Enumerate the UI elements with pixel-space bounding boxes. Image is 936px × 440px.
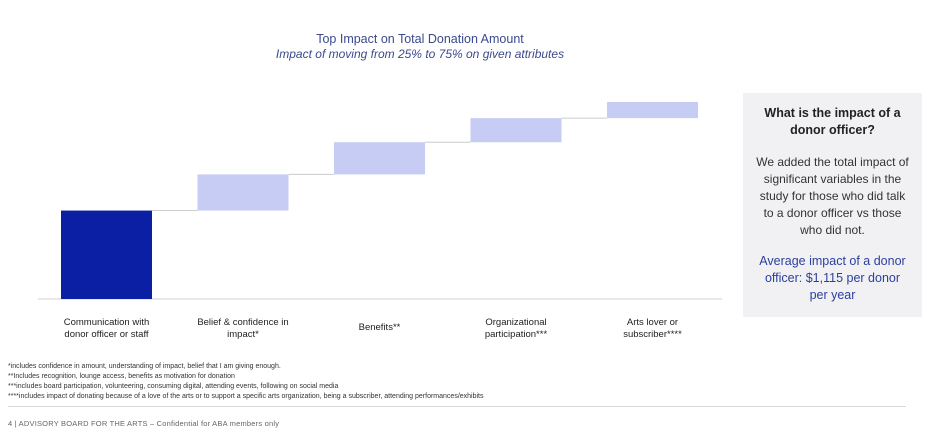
bar-5: [607, 102, 698, 119]
category-label-3: Benefits**: [315, 322, 445, 334]
category-label-4: Organizational participation***: [451, 317, 581, 341]
panel-highlight: Average impact of a donor officer: $1,11…: [759, 254, 906, 302]
bar-1: [61, 210, 152, 299]
footer-text: 4 | ADVISORY BOARD FOR THE ARTS – Confid…: [8, 419, 280, 428]
category-label-line: Communication with: [63, 317, 150, 328]
category-label-line: Arts lover or: [626, 317, 679, 328]
category-label-line: Benefits**: [358, 322, 401, 333]
category-label-line: impact*: [227, 329, 259, 340]
footnote: ****includes impact of donating because …: [8, 393, 484, 400]
category-label-line: Belief & confidence in: [197, 317, 289, 328]
footnotes: *includes confidence in amount, understa…: [8, 362, 484, 402]
category-label-5: Arts lover or subscriber****: [588, 317, 718, 341]
category-label-2: Belief & confidence in impact*: [178, 317, 308, 341]
bar-3: [334, 142, 425, 175]
footer-divider: [8, 406, 906, 407]
category-label-line: donor officer or staff: [64, 329, 149, 340]
category-label-1: Communication with donor officer or staff: [42, 317, 172, 341]
panel-heading: What is the impact of a donor officer?: [764, 106, 901, 137]
category-label-line: subscriber****: [623, 329, 682, 340]
insight-panel: What is the impact of a donor officer? W…: [743, 93, 922, 317]
chart-subtitle: Impact of moving from 25% to 75% on give…: [275, 47, 565, 61]
footnote: **Includes recognition, lounge access, b…: [8, 373, 235, 380]
panel-body: We added the total impact of significant…: [756, 155, 909, 237]
category-label-line: Organizational: [485, 317, 547, 328]
bar-2: [197, 174, 289, 211]
bar-4: [470, 118, 562, 143]
footnote: ***includes board participation, volunte…: [8, 383, 339, 390]
footnote: *includes confidence in amount, understa…: [8, 363, 281, 370]
chart-title: Top Impact on Total Donation Amount: [316, 32, 524, 46]
category-label-line: participation***: [484, 329, 548, 340]
